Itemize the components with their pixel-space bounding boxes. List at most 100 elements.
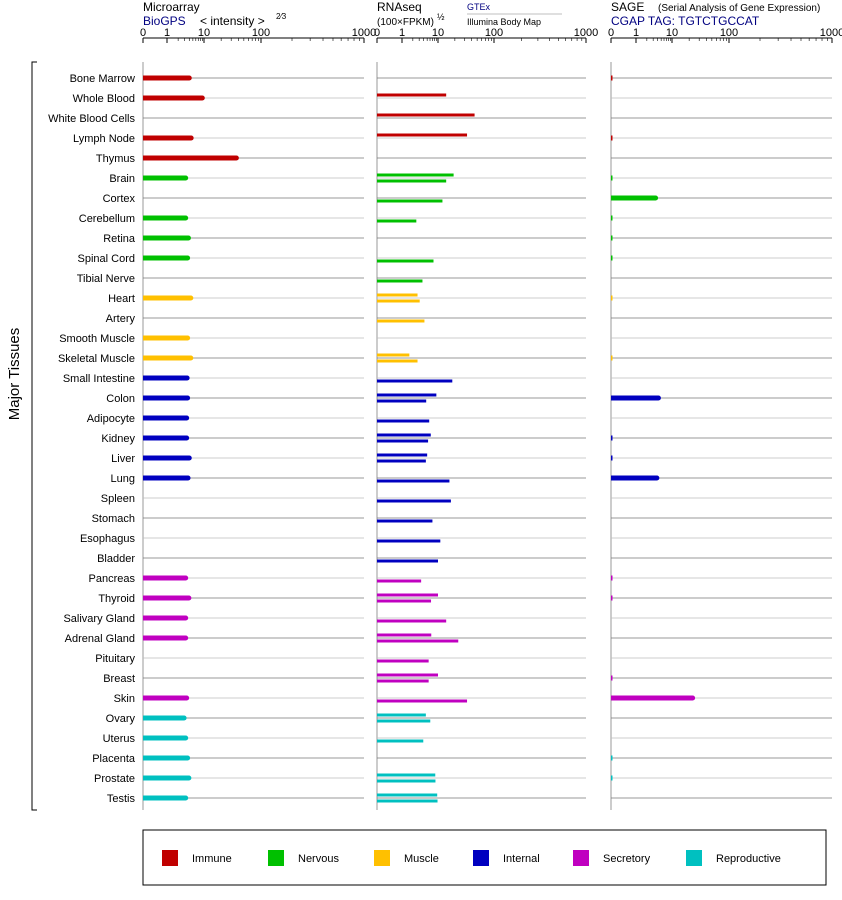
microarray-bar-cap [185,235,191,241]
rnaseq-bodymap-bar [377,639,459,643]
microarray-bar-cap [183,795,189,801]
microarray-tick-label: 10 [198,27,210,39]
microarray-bar [143,215,186,221]
sage-bar [611,395,659,401]
microarray-bar [143,135,192,141]
tissue-label: Cerebellum [79,213,135,225]
tissue-label: Tibial Nerve [77,273,135,285]
microarray-bar [143,355,191,361]
rnaseq-bodymap-bar [377,559,438,563]
rnaseq-gtex-bar [377,133,468,137]
microarray-bar [143,735,186,741]
microarray-bar-cap [183,215,189,221]
rnaseq-bodymap-bar [377,499,451,503]
legend-swatch [268,850,284,866]
tissue-label: Pancreas [89,573,136,585]
tissue-label: Skin [114,693,135,705]
microarray-bar-cap [185,335,191,341]
microarray-tick-label: 100 [252,27,270,39]
sage-bar [611,355,613,361]
microarray-bar [143,295,191,301]
sage-title: SAGE [611,0,644,14]
microarray-bar [143,155,237,161]
sage-bar [611,455,613,461]
sage-tick-label: 10 [666,27,678,39]
legend-swatch [573,850,589,866]
microarray-source-link[interactable]: BioGPS [143,14,186,28]
sage-subtitle: (Serial Analysis of Gene Expression) [658,3,820,14]
rnaseq-gtex-bar [377,353,410,357]
rnaseq-tick-label: 1000 [574,27,598,39]
rnaseq-title: RNAseq [377,0,422,14]
rnaseq-bodymap-bar [377,519,433,523]
rnaseq-gtex-bar [377,93,447,97]
rnaseq-bodymap-bar [377,479,450,483]
microarray-bar [143,595,189,601]
tissue-label: Kidney [101,433,135,445]
tissue-label: Stomach [92,513,135,525]
microarray-bar-cap [186,775,192,781]
rnaseq-bodymap-bar [377,359,418,363]
rnaseq-unit-label: (100×FPKM) [377,17,434,28]
tissue-label: Retina [103,233,136,245]
microarray-unit-exponent: 2⁄3 [276,12,287,21]
rnaseq-bodymap-bar [377,699,468,703]
legend: Immune Nervous Muscle Internal Secretory Repr… [162,850,781,866]
rnaseq-bodymap-bar [377,179,447,183]
rnaseq-bodymap-bar [377,439,429,443]
rnaseq-bodymap-bar [377,739,424,743]
sage-bar [611,215,613,221]
tissue-label: Lung [111,473,135,485]
sage-bar [611,175,613,181]
rnaseq-bodymap-bar [377,719,431,723]
microarray-bar-cap [186,455,192,461]
microarray-tick-label: 0 [140,27,146,39]
microarray-bar-cap [184,375,190,381]
rnaseq-gtex-link[interactable]: GTEx [467,2,491,12]
microarray-bar [143,335,188,341]
rnaseq-gtex-bar [377,113,475,117]
legend-swatch [473,850,489,866]
microarray-bar-cap [183,575,189,581]
microarray-bar-cap [185,255,191,261]
tissue-label: Esophagus [80,533,136,545]
rnaseq-tick-label: 10 [432,27,444,39]
rnaseq-bodymap-label: Illumina Body Map [467,17,541,27]
rnaseq-gtex-bar [377,713,426,717]
tissue-label: Heart [108,293,135,305]
microarray-bar-cap [188,295,194,301]
sage-bar [611,695,693,701]
tissue-label: Colon [106,393,135,405]
microarray-bar-cap [183,175,189,181]
microarray-bar-cap [184,415,190,421]
rnaseq-bodymap-bar [377,599,432,603]
sage-bar [611,195,656,201]
group-label: Major Tissues [6,328,23,421]
microarray-bar [143,775,189,781]
rnaseq-bodymap-bar [377,199,443,203]
microarray-bar-cap [183,735,189,741]
microarray-bar-cap [199,95,205,101]
tissue-label: Prostate [94,773,135,785]
rnaseq-bodymap-bar [377,299,420,303]
rnaseq-gtex-bar [377,793,438,797]
microarray-bar-cap [186,595,192,601]
sage-tick-label: 0 [608,27,614,39]
microarray-bar [143,695,187,701]
sage-bar [611,755,613,761]
legend-label: Secretory [603,853,651,865]
rnaseq-bodymap-bar [377,659,429,663]
rnaseq-unit-exponent: ½ [437,12,445,22]
legend-label: Immune [192,853,232,865]
tissue-label: Brain [109,173,135,185]
rnaseq-gtex-bar [377,173,454,177]
rnaseq-bodymap-bar [377,219,417,223]
sage-bar-cap [655,395,661,401]
sage-tag-label: CGAP TAG: TGTCTGCCAT [611,14,760,28]
legend-swatch [374,850,390,866]
sage-tick-label: 1 [633,27,639,39]
microarray-bar [143,455,190,461]
microarray-bar-cap [184,695,190,701]
